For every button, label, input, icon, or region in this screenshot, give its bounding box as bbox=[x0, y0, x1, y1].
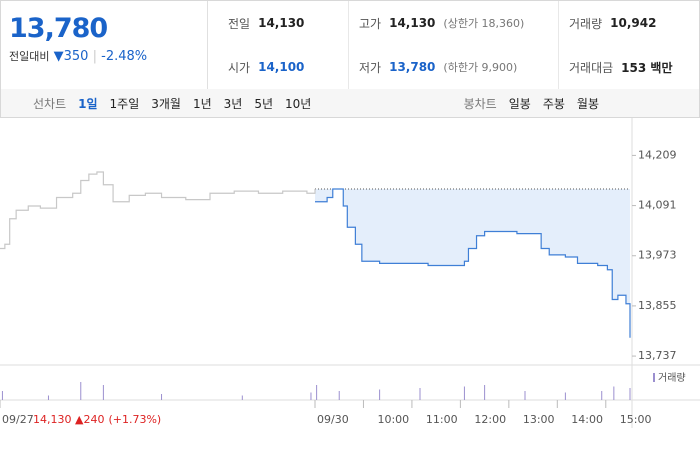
prev-rate: (+1.73%) bbox=[108, 413, 161, 426]
info-key: 고가 bbox=[359, 16, 382, 31]
info-cell: 고가 14,130 (상한가 18,360) bbox=[348, 1, 558, 45]
tab[interactable]: 3년 bbox=[223, 96, 243, 111]
y-tick-label: 14,209 bbox=[638, 148, 677, 161]
info-key: 저가 bbox=[359, 60, 382, 75]
info-note: (하한가 9,900) bbox=[443, 61, 518, 74]
info-cell: 저가 13,780 (하한가 9,900) bbox=[348, 45, 558, 89]
tab[interactable]: 일봉 bbox=[508, 96, 531, 111]
prev-close: 14,130 bbox=[33, 413, 72, 426]
tab-bar: 선차트 1일 1주일 3개월 1년 3년 5년 10년 봉차트 일봉 주봉 월봉 bbox=[0, 89, 700, 118]
up-icon: ▲ bbox=[72, 413, 84, 426]
price: 13,780 bbox=[9, 13, 108, 44]
chart: 14,209 14,091 13,973 13,855 13,737 09/27 09/30… bbox=[0, 118, 700, 428]
x-tick-label: 09/30 bbox=[317, 413, 349, 426]
area-fill bbox=[315, 188, 630, 338]
info-note: (상한가 18,360) bbox=[443, 17, 525, 30]
info-value: 14,100 bbox=[258, 60, 305, 74]
info-value: 10,942 bbox=[610, 16, 657, 30]
legend-swatch bbox=[653, 373, 655, 382]
tab[interactable]: 1주일 bbox=[109, 96, 140, 111]
change-rate: -2.48% bbox=[101, 49, 148, 64]
info-cell: 거래량 10,942 bbox=[558, 1, 699, 45]
info-cell: 시가 14,100 bbox=[228, 45, 348, 89]
info-key: 거래대금 bbox=[569, 60, 614, 75]
info-cell: 거래대금 153 백만 bbox=[558, 45, 699, 89]
info-value: 14,130 bbox=[389, 16, 436, 30]
x-tick-label: 15:00 bbox=[620, 413, 652, 426]
tab[interactable]: 월봉 bbox=[576, 96, 599, 111]
info-value: 14,130 bbox=[258, 16, 305, 30]
quote-panel: 13,780 전일대비 ▼350 | -2.48% 전일 14,130 고가 14,1… bbox=[0, 0, 700, 90]
y-tick-label: 14,091 bbox=[638, 199, 677, 212]
info-grid: 전일 14,130 고가 14,130 (상한가 18,360) 거래량 10,942 시가 1… bbox=[208, 1, 699, 89]
y-tick-label: 13,855 bbox=[638, 299, 677, 312]
x-tick-label: 11:00 bbox=[426, 413, 458, 426]
tab[interactable]: 5년 bbox=[254, 96, 274, 111]
info-value: 13,780 bbox=[389, 60, 436, 74]
x-tick-label: 09/27 bbox=[2, 413, 34, 426]
y-tick-label: 13,973 bbox=[638, 249, 677, 262]
price-line bbox=[315, 188, 631, 338]
tab[interactable]: 1일 bbox=[78, 96, 98, 111]
change-label: 전일대비 bbox=[9, 50, 50, 63]
x-tick-label: 13:00 bbox=[523, 413, 555, 426]
quote: 13,780 전일대비 ▼350 | -2.48% bbox=[1, 1, 208, 89]
tab[interactable]: 주봉 bbox=[542, 96, 565, 111]
info-key: 전일 bbox=[228, 16, 251, 31]
x-tick-label: 12:00 bbox=[474, 413, 506, 426]
tab-group-label: 선차트 bbox=[33, 96, 67, 111]
prev-summary: 14,130 ▲240 (+1.73%) bbox=[33, 413, 161, 426]
x-tick-label: 10:00 bbox=[377, 413, 409, 426]
legend-label: 거래량 bbox=[658, 372, 686, 384]
tab[interactable]: 3개월 bbox=[151, 96, 181, 111]
info-value: 153 백만 bbox=[621, 60, 673, 75]
y-tick-label: 13,737 bbox=[638, 349, 677, 362]
tab-group-label: 봉차트 bbox=[463, 96, 497, 111]
prev-change: 240 bbox=[83, 413, 104, 426]
change-value: 350 bbox=[63, 49, 89, 64]
x-tick-label: 14:00 bbox=[571, 413, 603, 426]
info-cell: 전일 14,130 bbox=[228, 1, 348, 45]
info-key: 시가 bbox=[228, 60, 251, 75]
tab[interactable]: 10년 bbox=[285, 96, 312, 111]
tab[interactable]: 1년 bbox=[192, 96, 212, 111]
change: 전일대비 ▼350 | -2.48% bbox=[9, 49, 148, 64]
info-key: 거래량 bbox=[569, 16, 603, 31]
price-line bbox=[0, 171, 316, 250]
